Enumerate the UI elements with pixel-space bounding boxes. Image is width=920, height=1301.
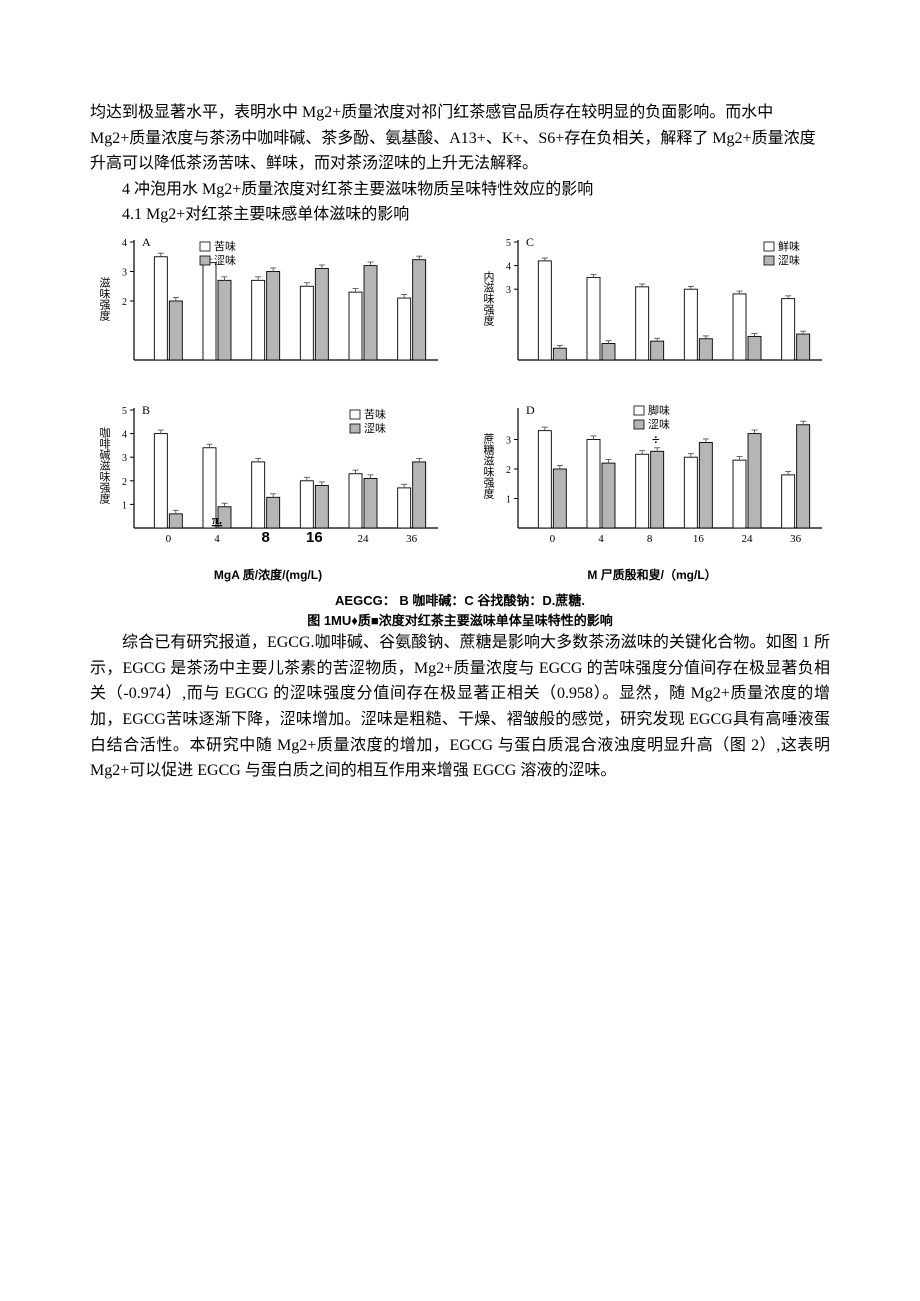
svg-text:3: 3 — [506, 285, 511, 296]
svg-text:苦味: 苦味 — [214, 240, 236, 253]
svg-text:5: 5 — [506, 238, 511, 249]
svg-text:A: A — [142, 235, 151, 249]
svg-text:蔗糖滋味强度: 蔗糖滋味强度 — [482, 433, 495, 500]
section-4-title: 4 冲泡用水 Mg2+质量浓度对红茶主要滋味物质呈味特性效应的影响 — [90, 177, 830, 203]
svg-text:涩味: 涩味 — [364, 422, 386, 435]
svg-text:8: 8 — [261, 529, 269, 546]
chart-panel-D: 1 2 3 D 蔗糖滋味强度 0 4 8 16 24 36 脚味涩味 ÷ M 尸质殷和叟/（mg/L） — [474, 400, 830, 585]
svg-text:2: 2 — [122, 477, 127, 488]
svg-text:B: B — [142, 403, 150, 417]
svg-text:鲜味: 鲜味 — [778, 239, 800, 253]
svg-text:3: 3 — [122, 453, 127, 464]
intro-paragraph: 均达到极显著水平，表明水中 Mg2+质量浓度对祁门红茶感官品质存在较明显的负面影… — [90, 100, 830, 177]
chart-B-xlabel: MgA 质/浓度/(mg/L) — [90, 566, 446, 585]
figure-1-caption: AEGCG： B 咖啡碱：C 谷找酸钠：D.蔗糖. 图 1MU♦质■浓度对红茶主… — [90, 591, 830, 630]
svg-text:咖啡碱滋味强度: 咖啡碱滋味强度 — [98, 426, 111, 505]
svg-text:24: 24 — [742, 533, 754, 545]
svg-text:16: 16 — [693, 533, 705, 545]
svg-text:内滋味强度: 内滋味强度 — [482, 270, 495, 327]
chart-panel-B: 1 2 3 4 5 B 咖啡碱滋味强度 0 4 π. 8 16 24 36 苦味涩味 MgA 质/浓度/(m… — [90, 400, 446, 585]
figure-caption-line1: AEGCG： B 咖啡碱：C 谷找酸钠：D.蔗糖. — [90, 591, 830, 611]
svg-text:36: 36 — [406, 533, 418, 545]
svg-text:π.: π. — [212, 512, 222, 527]
svg-text:C: C — [526, 235, 534, 249]
chart-panel-C: 3 4 5 C 内滋味强度 鲜味涩味 — [474, 232, 830, 382]
svg-text:D: D — [526, 403, 535, 417]
section-4-1-title: 4.1 Mg2+对红茶主要味感单体滋味的影响 — [90, 202, 830, 228]
svg-text:涩味: 涩味 — [778, 254, 800, 267]
svg-text:0: 0 — [550, 533, 556, 545]
svg-text:3: 3 — [506, 435, 511, 446]
svg-text:4: 4 — [598, 533, 604, 545]
svg-text:2: 2 — [122, 297, 127, 308]
svg-text:1: 1 — [506, 494, 511, 505]
figure-caption-line2: 图 1MU♦质■浓度对红茶主要滋味单体呈味特性的影响 — [90, 611, 830, 631]
svg-text:24: 24 — [358, 533, 370, 545]
svg-text:脚味: 脚味 — [648, 403, 670, 417]
svg-text:3: 3 — [122, 267, 127, 278]
figure-1: 234A滋味强度苦味涩味 345C内滋味强度鲜味涩味 12345B咖啡碱滋味强度… — [90, 232, 830, 630]
svg-text:滋味强度: 滋味强度 — [98, 277, 111, 322]
svg-text:36: 36 — [790, 533, 802, 545]
svg-text:1: 1 — [122, 500, 127, 511]
body-paragraph: 综合已有研究报道，EGCG.咖啡碱、谷氨酸钠、蔗糖是影响大多数茶汤滋味的关键化合… — [90, 630, 830, 784]
svg-text:2: 2 — [506, 465, 511, 476]
chart-D-xlabel: M 尸质殷和叟/（mg/L） — [474, 566, 830, 585]
svg-text:涩味: 涩味 — [648, 418, 670, 431]
svg-text:4: 4 — [122, 430, 127, 441]
svg-text:16: 16 — [306, 529, 323, 546]
svg-text:苦味: 苦味 — [364, 408, 386, 421]
svg-text:4: 4 — [506, 262, 511, 273]
svg-text:÷: ÷ — [652, 433, 660, 448]
svg-text:0: 0 — [166, 533, 172, 545]
chart-panel-A: 2 3 4 A 滋味强度 苦味涩味 — [90, 232, 446, 382]
svg-text:5: 5 — [122, 406, 127, 417]
svg-text:涩味: 涩味 — [214, 254, 236, 267]
svg-text:8: 8 — [647, 533, 653, 545]
svg-text:4: 4 — [122, 238, 127, 249]
svg-text:4: 4 — [214, 533, 220, 545]
